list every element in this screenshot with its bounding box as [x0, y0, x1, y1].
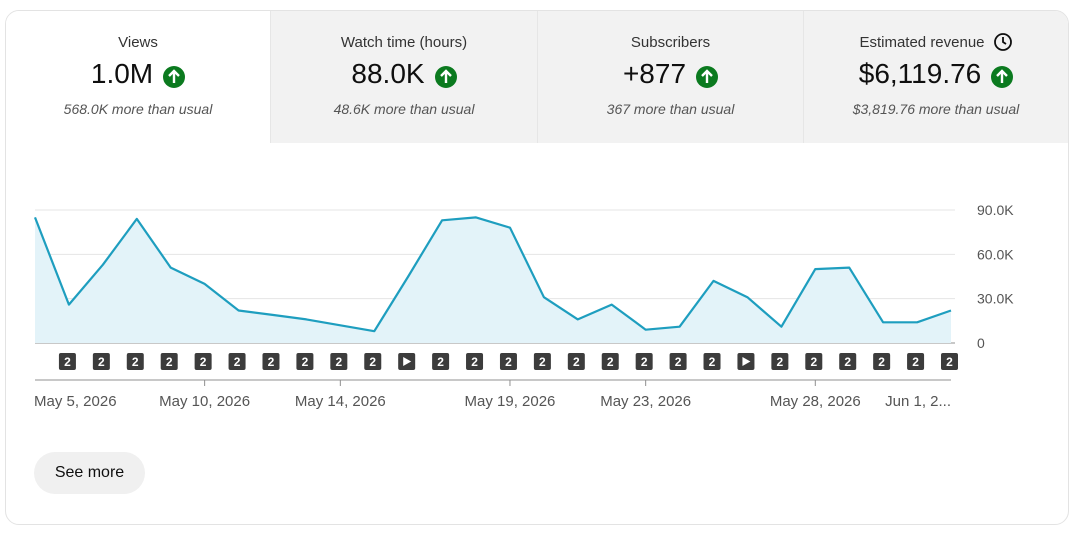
clock-icon: [993, 32, 1013, 52]
publish-marker: [941, 353, 958, 370]
metric-tab[interactable]: Views 1.0M 568.0K more than usual: [6, 11, 270, 143]
publish-marker-count: 2: [335, 355, 342, 369]
publish-marker-count: 2: [437, 355, 444, 369]
publish-marker: [635, 353, 653, 370]
publish-marker: [533, 353, 551, 370]
publish-marker-count: 2: [844, 355, 851, 369]
publish-marker: [330, 353, 348, 370]
publish-marker-count: 2: [200, 355, 207, 369]
publish-marker-count: 2: [234, 355, 241, 369]
analytics-card: Views 1.0M 568.0K more than usual Watch tim…: [5, 10, 1069, 525]
see-more-button[interactable]: See more: [34, 452, 145, 494]
publish-marker-count: 2: [573, 355, 580, 369]
y-tick-label: 90.0K: [977, 202, 1014, 218]
metric-value: +877: [622, 58, 687, 89]
metric-label-row: Estimated revenue: [804, 33, 1068, 51]
up-arrow-icon: [991, 63, 1014, 88]
publish-marker: [839, 353, 857, 370]
metric-label: Subscribers: [630, 33, 711, 51]
chart: 0 30.0K 60.0K 90.0K 2 2 2 2 2 2 2 2 2 2 2 2 2 2 2 2 2 2 2 2 2 2 2 2…: [33, 202, 1014, 410]
video-marker-icon: [403, 357, 412, 366]
publish-marker-count: 2: [641, 355, 648, 369]
publish-marker-count: 2: [98, 355, 105, 369]
publish-marker-count: 2: [471, 355, 478, 369]
publish-marker: [262, 353, 280, 370]
publish-marker: [364, 353, 382, 370]
publish-marker-count: 2: [64, 355, 71, 369]
publish-marker-count: 2: [607, 355, 614, 369]
metric-value-row: +877: [538, 57, 803, 91]
publish-marker: [805, 353, 823, 370]
publish-marker: [432, 353, 450, 370]
metric-label-row: Watch time (hours): [271, 33, 537, 51]
metric-value-row: $6,119.76: [804, 57, 1068, 91]
publish-marker-count: 2: [539, 355, 546, 369]
up-arrow-icon: [696, 63, 719, 88]
x-tick-label: May 19, 2026: [465, 393, 556, 410]
metric-delta: $3,819.76 more than usual: [852, 101, 1020, 117]
area: [35, 217, 951, 343]
x-tick-label: May 23, 2026: [600, 393, 691, 410]
metric-value-row: 88.0K: [271, 57, 537, 91]
x-tick-label: May 5, 2026: [34, 393, 117, 410]
publish-marker: [92, 353, 110, 370]
x-tick-label: May 14, 2026: [295, 393, 386, 410]
metric-value: 1.0M: [90, 58, 154, 89]
line: [33, 216, 952, 333]
publish-marker: [160, 353, 178, 370]
metric-label-row: Subscribers: [538, 33, 803, 51]
y-tick-label: 30.0K: [977, 291, 1014, 307]
metric-label: Views: [118, 33, 158, 51]
publish-marker: [466, 353, 484, 370]
publish-marker: [194, 353, 212, 370]
publish-marker-count: 2: [946, 355, 953, 369]
y-tick-label: 0: [977, 335, 985, 351]
publish-marker: [771, 353, 789, 370]
metric-delta: 568.0K more than usual: [63, 101, 213, 117]
publish-marker-count: 2: [369, 355, 376, 369]
metric-tab[interactable]: Subscribers +877 367 more than usual: [537, 11, 803, 143]
metric-value-row: 1.0M: [6, 57, 270, 91]
publish-marker-count: 2: [878, 355, 885, 369]
publish-marker-count: 2: [302, 355, 309, 369]
publish-marker-count: 2: [675, 355, 682, 369]
publish-marker: [126, 353, 144, 370]
publish-marker: [873, 353, 891, 370]
metric-value: $6,119.76: [858, 58, 982, 89]
up-arrow-icon: [163, 63, 186, 88]
publish-marker: [703, 353, 721, 370]
publish-marker: [499, 353, 517, 370]
publish-marker-count: 2: [132, 355, 139, 369]
publish-marker: [669, 353, 687, 370]
publish-marker: [58, 353, 76, 370]
publish-marker: [567, 353, 585, 370]
metric-delta: 48.6K more than usual: [333, 101, 475, 117]
up-arrow-icon: [434, 63, 457, 88]
x-tick-label: May 10, 2026: [159, 393, 250, 410]
publish-marker-count: 2: [912, 355, 919, 369]
metric-value: 88.0K: [351, 58, 425, 89]
publish-marker-count: 2: [810, 355, 817, 369]
metric-delta: 367 more than usual: [606, 101, 735, 117]
metric-label: Estimated revenue: [859, 33, 985, 51]
publish-marker-count: 2: [709, 355, 716, 369]
video-marker-icon: [742, 357, 751, 366]
publish-marker-count: 2: [166, 355, 173, 369]
x-tick-label: Jun 1, 2...: [885, 393, 951, 410]
publish-marker-count: 2: [268, 355, 275, 369]
metric-tab[interactable]: Watch time (hours) 88.0K 48.6K more than u…: [270, 11, 537, 143]
publish-marker: [228, 353, 246, 370]
y-tick-label: 60.0K: [977, 246, 1014, 262]
metric-label: Watch time (hours): [340, 33, 468, 51]
publish-marker-count: 2: [505, 355, 512, 369]
metric-tab[interactable]: Estimated revenue $6,119.76 $3,819.76 more…: [803, 11, 1068, 143]
publish-marker: [907, 353, 925, 370]
publish-marker: [296, 353, 314, 370]
metric-label-row: Views: [6, 33, 270, 51]
x-tick-label: May 28, 2026: [770, 393, 861, 410]
publish-marker-count: 2: [777, 355, 784, 369]
publish-marker: [601, 353, 619, 370]
